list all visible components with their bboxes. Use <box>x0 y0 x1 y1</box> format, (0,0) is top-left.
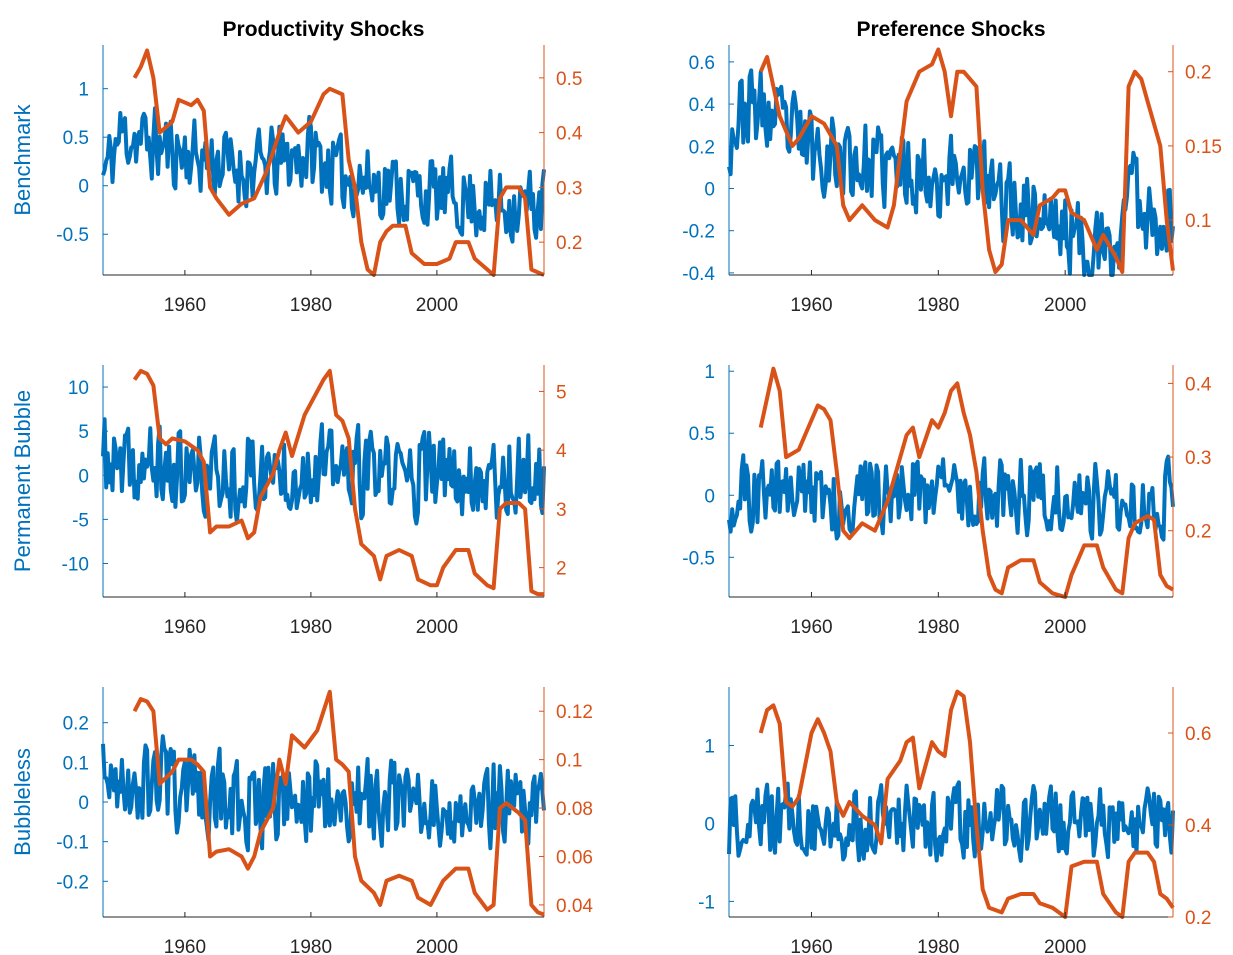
panel-0-1: Preference Shocks 1960 1980 2000 -0.4 -0.2 0 0.… <box>682 18 1222 316</box>
y-tick-label-right: 0.06 <box>556 847 593 868</box>
x-tick-label: 1960 <box>164 617 206 638</box>
y-tick-label-left: 0.1 <box>63 753 89 774</box>
x-tick-label: 1980 <box>917 295 959 316</box>
y-tick-label-right: 0.6 <box>1185 724 1211 745</box>
y-tick-label-left: 1 <box>78 80 89 101</box>
y-tick-label-left: 0.4 <box>689 95 716 116</box>
x-tick-label: 1980 <box>917 617 959 638</box>
y-tick-label-left: 0.2 <box>689 137 715 158</box>
series-left-line <box>727 453 1175 542</box>
x-tick-label: 1960 <box>790 937 832 955</box>
y-tick-label-left: 0.2 <box>63 714 89 735</box>
panel-2-0: Bubbleless 1960 1980 2000 -0.2 -0.1 0 0.1 0.2 0.0… <box>10 687 593 955</box>
panel-1-1: 1960 1980 2000 -0.5 0 0.5 1 0.2 0.3 0.4 <box>682 362 1212 638</box>
y-tick-label-right: 0.4 <box>1185 816 1212 837</box>
x-tick-label: 1960 <box>164 937 206 955</box>
y-tick-label-right: 0.4 <box>1185 374 1212 395</box>
y-tick-label-right: 0.5 <box>556 69 582 90</box>
y-tick-label-right: 0.2 <box>1185 908 1211 929</box>
series-left-line <box>727 780 1175 863</box>
y-tick-label-left: 0 <box>78 793 89 814</box>
y-tick-label-left: 1 <box>704 736 715 757</box>
x-tick-label: 1980 <box>290 937 332 955</box>
y-tick-label-left: 10 <box>68 378 89 399</box>
y-tick-label-right: 0.04 <box>556 896 593 917</box>
y-tick-label-left: 0 <box>78 466 89 487</box>
y-tick-label-right: 3 <box>556 500 567 521</box>
y-tick-label-left: -10 <box>62 554 89 575</box>
x-tick-label: 2000 <box>416 937 458 955</box>
y-tick-label-right: 0.08 <box>556 799 593 820</box>
y-axis-label: Permanent Bubble <box>10 390 35 572</box>
x-tick-label: 1960 <box>790 617 832 638</box>
series-right-line <box>758 47 1175 274</box>
y-axis-label: Bubbleless <box>10 748 35 856</box>
x-tick-label: 1960 <box>790 295 832 316</box>
series-right-line <box>758 366 1174 599</box>
y-tick-label-left: -0.1 <box>56 833 89 854</box>
x-tick-label: 1980 <box>290 295 332 316</box>
y-tick-label-left: -0.5 <box>682 548 715 569</box>
y-tick-label-right: 0.2 <box>1185 522 1211 543</box>
panel-2-1: 1960 1980 2000 -1 0 1 0.2 0.4 0.6 <box>698 687 1212 955</box>
y-tick-label-left: -1 <box>698 892 715 913</box>
y-tick-label-right: 0.2 <box>1185 63 1211 84</box>
y-tick-label-left: 0.6 <box>689 53 715 74</box>
y-tick-label-right: 0.2 <box>556 233 582 254</box>
y-tick-label-left: -0.2 <box>56 872 89 893</box>
y-tick-label-left: 0.5 <box>689 424 715 445</box>
y-tick-label-right: 0.3 <box>1185 448 1211 469</box>
x-tick-label: 2000 <box>416 295 458 316</box>
y-tick-label-right: 2 <box>556 559 567 580</box>
y-tick-label-left: 0 <box>704 179 715 200</box>
y-tick-label-right: 0.1 <box>1185 211 1211 232</box>
y-tick-label-right: 0.4 <box>556 124 583 145</box>
x-tick-label: 2000 <box>1044 937 1086 955</box>
y-tick-label-left: 0 <box>78 177 89 198</box>
y-tick-label-right: 0.1 <box>556 751 582 772</box>
panel-1-0: Permanent Bubble 1960 1980 2000 -10 -5 0 5 10 2 3 4… <box>10 365 567 638</box>
y-tick-label-left: -5 <box>72 510 89 531</box>
y-tick-label-right: 0.12 <box>556 702 593 723</box>
y-tick-label-right: 4 <box>556 441 567 462</box>
series-left-line <box>101 417 546 526</box>
series-left-line <box>727 68 1175 277</box>
y-tick-label-right: 0.3 <box>556 178 582 199</box>
y-tick-label-left: -0.4 <box>682 264 715 285</box>
y-tick-label-left: -0.5 <box>56 225 89 246</box>
y-tick-label-left: 0.5 <box>63 128 89 149</box>
y-axis-label: Benchmark <box>10 103 35 215</box>
y-tick-label-left: 0 <box>704 814 715 835</box>
series-right-line <box>758 689 1175 919</box>
panel-title: Productivity Shocks <box>223 18 425 41</box>
series-left-line <box>101 734 546 853</box>
panel-0-0: Productivity Shocks Benchmark 1960 1980 2000… <box>10 18 583 316</box>
panel-title: Preference Shocks <box>856 18 1045 41</box>
series-right-line <box>132 368 544 597</box>
x-tick-label: 1960 <box>164 295 206 316</box>
x-tick-label: 2000 <box>416 617 458 638</box>
series-right-line <box>132 689 545 917</box>
y-tick-label-right: 5 <box>556 382 567 403</box>
y-tick-label-left: 1 <box>704 362 715 383</box>
y-tick-label-left: -0.2 <box>682 222 715 243</box>
x-tick-label: 2000 <box>1044 617 1086 638</box>
x-tick-label: 1980 <box>290 617 332 638</box>
series-right-line <box>132 48 545 277</box>
y-tick-label-left: 0 <box>704 486 715 507</box>
y-tick-label-right: 0.15 <box>1185 137 1222 158</box>
x-tick-label: 1980 <box>917 937 959 955</box>
series-left-line <box>101 106 546 244</box>
x-tick-label: 2000 <box>1044 295 1086 316</box>
y-tick-label-left: 5 <box>78 422 89 443</box>
